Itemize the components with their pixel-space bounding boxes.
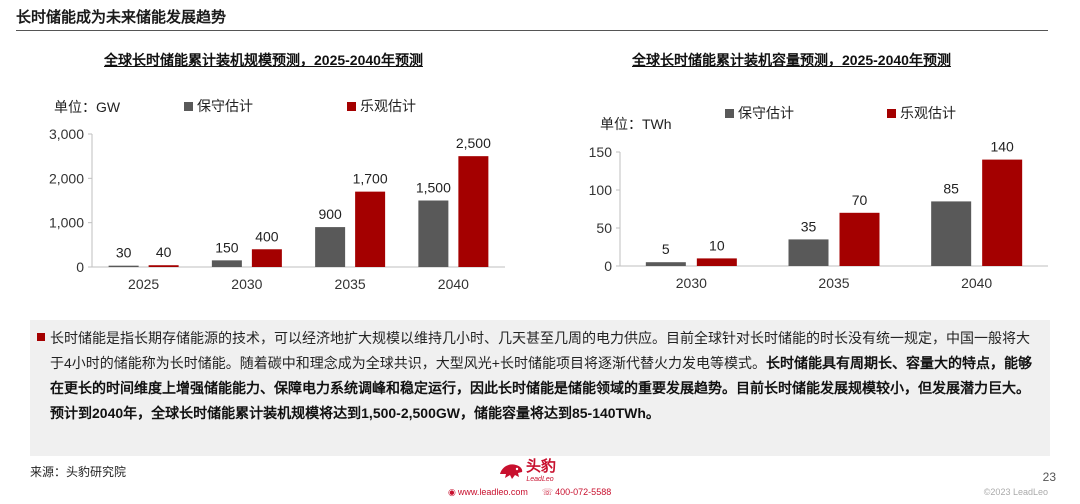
energy-legend-conservative: 保守估计: [725, 103, 794, 123]
website-link[interactable]: ◉ www.leadleo.com: [448, 487, 528, 497]
data-label: 10: [709, 237, 725, 253]
legend-label: 保守估计: [738, 105, 794, 121]
capacity-legend-optimistic: 乐观估计: [347, 96, 416, 116]
x-tick-label: 2035: [335, 276, 366, 292]
y-tick-label: 1,000: [49, 215, 84, 231]
copyright-note: ©2023 LeadLeo: [983, 487, 1048, 497]
phone-number: ☏ 400-072-5588: [541, 487, 612, 497]
y-tick-label: 50: [596, 220, 612, 236]
y-tick-label: 3,000: [49, 126, 84, 142]
bar-optimistic: [148, 265, 179, 267]
bullet-marker: [37, 333, 45, 341]
capacity-chart-title: 全球长时储能累计装机规模预测，2025-2040年预测: [104, 52, 423, 68]
globe-icon: ◉: [448, 487, 456, 497]
data-label: 1,500: [416, 180, 451, 196]
bar-conservative: [645, 262, 686, 266]
phone-icon: ☏: [541, 487, 554, 497]
y-tick-label: 2,000: [49, 170, 84, 186]
logo-text: 头豹: [526, 458, 557, 475]
data-label: 30: [116, 245, 132, 261]
logo-subtext: LeadLeo: [526, 476, 554, 483]
page-title: 长时储能成为未来储能发展趋势: [16, 9, 227, 26]
data-label: 400: [255, 228, 279, 244]
x-tick-label: 2030: [676, 275, 707, 291]
energy-chart-title: 全球长时储能累计装机容量预测，2025-2040年预测: [632, 52, 951, 68]
data-label: 35: [801, 218, 817, 234]
data-label: 140: [990, 139, 1014, 155]
legend-label: 乐观估计: [360, 98, 416, 114]
data-label: 150: [215, 239, 239, 255]
bar-conservative: [418, 200, 449, 267]
bar-conservative: [108, 265, 139, 267]
bar-optimistic: [251, 249, 282, 267]
description-normal: 长时储能是指长期存储能源的技术，可以经济地扩大规模以维持几小时、几天甚至几周的电…: [50, 330, 1030, 371]
leadleo-logo: 头豹 LeadLeo: [498, 458, 556, 483]
description-box: [30, 320, 1050, 456]
x-tick-label: 2040: [438, 276, 469, 292]
energy-bar-chart: 0 50 100 150 5 10 2030 35 70 2035 85 140 2040: [589, 139, 1048, 291]
page-number: 23: [1042, 470, 1056, 484]
bar-optimistic: [696, 258, 737, 266]
data-label: 40: [156, 244, 172, 260]
bar-conservative: [931, 201, 972, 266]
x-tick-label: 2025: [128, 276, 159, 292]
source-note: 来源：头豹研究院: [30, 465, 127, 479]
legend-swatch-conservative: [725, 108, 734, 118]
legend-label: 乐观估计: [900, 105, 956, 121]
data-label: 70: [852, 192, 868, 208]
bar-optimistic: [458, 156, 489, 267]
y-tick-label: 0: [604, 258, 612, 274]
data-label: 85: [943, 180, 959, 196]
capacity-bar-chart: 0 1,000 2,000 3,000 30 40 2025 150 400 2030 900 1,7…: [49, 126, 505, 292]
legend-swatch-optimistic: [347, 101, 356, 111]
title-divider: [16, 30, 1048, 31]
data-label: 5: [662, 241, 670, 257]
energy-chart-unit: 单位：TWh: [600, 116, 672, 132]
data-label: 2,500: [456, 135, 491, 151]
x-tick-label: 2040: [961, 275, 992, 291]
legend-swatch-conservative: [184, 101, 193, 111]
legend-swatch-optimistic: [887, 108, 896, 118]
bar-conservative: [211, 260, 242, 267]
data-label: 1,700: [353, 171, 388, 187]
energy-legend-optimistic: 乐观估计: [887, 103, 956, 123]
bar-optimistic: [355, 191, 386, 267]
x-tick-label: 2030: [231, 276, 262, 292]
y-tick-label: 100: [589, 182, 613, 198]
description-bold: 长时储能具有周期长、容量大的特点，能够在更长的时间维度上增强储能能力、保障电力系…: [50, 355, 1032, 421]
contact-info: ◉ www.leadleo.com ☏ 400-072-5588: [448, 487, 611, 498]
data-label: 900: [318, 206, 342, 222]
bar-optimistic: [839, 212, 880, 266]
legend-label: 保守估计: [197, 98, 253, 114]
capacity-legend-conservative: 保守估计: [184, 96, 253, 116]
bar-optimistic: [982, 159, 1023, 266]
y-tick-label: 0: [76, 259, 84, 275]
bar-conservative: [788, 239, 829, 266]
capacity-chart-unit: 单位：GW: [54, 99, 121, 115]
leopard-logo-icon: [500, 463, 523, 479]
description-text: 长时储能是指长期存储能源的技术，可以经济地扩大规模以维持几小时、几天甚至几周的电…: [50, 326, 1040, 426]
y-tick-label: 150: [589, 144, 613, 160]
x-tick-label: 2035: [818, 275, 849, 291]
bar-conservative: [315, 227, 346, 267]
